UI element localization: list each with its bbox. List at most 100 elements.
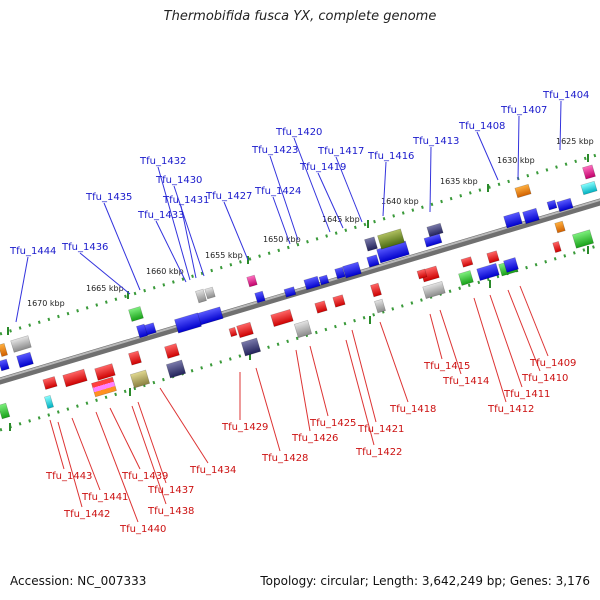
leader-line bbox=[95, 411, 139, 523]
gene-label-tfu-1421[interactable]: Tfu_1421 bbox=[357, 424, 404, 435]
gene-feature bbox=[377, 228, 405, 250]
genome-summary-label: Topology: circular; Length: 3,642,249 bp… bbox=[260, 574, 590, 588]
gene-label-tfu-1411[interactable]: Tfu_1411 bbox=[503, 389, 550, 400]
leader-line bbox=[137, 401, 167, 484]
gene-label-tfu-1437[interactable]: Tfu_1437 bbox=[147, 485, 194, 496]
leader-line bbox=[180, 205, 197, 279]
leader-line bbox=[473, 297, 507, 403]
gene-label-tfu-1438[interactable]: Tfu_1438 bbox=[147, 506, 194, 517]
gene-label-tfu-1423[interactable]: Tfu_1423 bbox=[251, 145, 298, 156]
leader-line bbox=[109, 407, 141, 470]
gene-label-tfu-1430[interactable]: Tfu_1430 bbox=[155, 175, 202, 186]
leader-line bbox=[272, 196, 291, 245]
leader-line bbox=[57, 421, 83, 508]
scale-label: 1635 kbp bbox=[440, 177, 478, 186]
gene-feature bbox=[503, 257, 519, 273]
gene-label-tfu-1427[interactable]: Tfu_1427 bbox=[205, 191, 252, 202]
gene-feature bbox=[503, 211, 523, 229]
gene-label-tfu-1444[interactable]: Tfu_1444 bbox=[9, 246, 56, 257]
gene-feature bbox=[129, 369, 151, 389]
gene-label-tfu-1432[interactable]: Tfu_1432 bbox=[139, 156, 186, 167]
gene-feature bbox=[514, 183, 532, 199]
gene-feature bbox=[91, 376, 117, 398]
gene-feature bbox=[204, 286, 216, 300]
gene-feature bbox=[546, 199, 558, 211]
leader-line bbox=[559, 100, 562, 151]
gene-label-tfu-1424[interactable]: Tfu_1424 bbox=[254, 186, 301, 197]
scale-label: 1640 kbp bbox=[381, 197, 419, 206]
gene-feature bbox=[374, 298, 386, 314]
leader-line bbox=[489, 294, 523, 388]
gene-label-tfu-1435[interactable]: Tfu_1435 bbox=[85, 192, 132, 203]
gene-label-tfu-1429[interactable]: Tfu_1429 bbox=[221, 422, 268, 433]
gene-label-tfu-1434[interactable]: Tfu_1434 bbox=[189, 465, 236, 476]
gene-label-tfu-1431[interactable]: Tfu_1431 bbox=[162, 195, 209, 206]
scale-label: 1630 kbp bbox=[497, 156, 535, 165]
gene-label-tfu-1439[interactable]: Tfu_1439 bbox=[121, 471, 168, 482]
leader-line bbox=[476, 131, 499, 181]
gene-label-tfu-1413[interactable]: Tfu_1413 bbox=[412, 136, 459, 147]
gene-features bbox=[0, 164, 598, 420]
gene-feature bbox=[62, 368, 88, 388]
scale-label: 1665 kbp bbox=[86, 284, 124, 293]
gene-feature bbox=[423, 233, 443, 248]
gene-label-tfu-1441[interactable]: Tfu_1441 bbox=[81, 492, 128, 503]
lower-gene-labels: Tfu_1409 Tfu_1410 Tfu_1411 Tfu_1412 Tfu_1414… bbox=[45, 358, 576, 535]
gene-label-tfu-1415[interactable]: Tfu_1415 bbox=[423, 361, 470, 372]
gene-feature bbox=[554, 220, 566, 234]
leader-line bbox=[309, 345, 329, 417]
gene-label-tfu-1409[interactable]: Tfu_1409 bbox=[529, 358, 576, 369]
gene-label-tfu-1418[interactable]: Tfu_1418 bbox=[389, 404, 436, 415]
leader-line bbox=[351, 329, 377, 423]
gene-feature bbox=[128, 306, 144, 322]
gene-label-tfu-1404[interactable]: Tfu_1404 bbox=[542, 90, 589, 101]
leader-line bbox=[49, 419, 65, 470]
gene-label-tfu-1442[interactable]: Tfu_1442 bbox=[63, 509, 110, 520]
label-leader-lines bbox=[15, 100, 562, 523]
gene-feature bbox=[270, 309, 294, 327]
leader-line bbox=[223, 201, 249, 261]
gene-label-tfu-1417[interactable]: Tfu_1417 bbox=[317, 146, 364, 157]
gene-label-tfu-1414[interactable]: Tfu_1414 bbox=[442, 376, 489, 387]
gene-label-tfu-1416[interactable]: Tfu_1416 bbox=[367, 151, 414, 162]
gene-label-tfu-1428[interactable]: Tfu_1428 bbox=[261, 453, 308, 464]
gene-feature bbox=[422, 281, 446, 299]
gene-feature bbox=[174, 312, 202, 334]
gene-feature bbox=[476, 263, 500, 281]
leader-line bbox=[131, 405, 167, 505]
gene-feature bbox=[195, 288, 207, 304]
gene-feature bbox=[128, 350, 142, 366]
gene-label-tfu-1422[interactable]: Tfu_1422 bbox=[355, 447, 402, 458]
gene-feature bbox=[314, 300, 328, 314]
leader-line bbox=[79, 252, 131, 295]
map-title: Thermobifida fusca YX, complete genome bbox=[163, 9, 437, 24]
gene-label-tfu-1412[interactable]: Tfu_1412 bbox=[487, 404, 534, 415]
gene-feature bbox=[370, 282, 382, 298]
gene-label-tfu-1425[interactable]: Tfu_1425 bbox=[309, 418, 356, 429]
gene-feature bbox=[342, 261, 362, 279]
gene-label-tfu-1443[interactable]: Tfu_1443 bbox=[45, 471, 92, 482]
gene-feature bbox=[0, 402, 11, 420]
leader-line bbox=[155, 220, 187, 283]
genome-backbone-highlight bbox=[0, 198, 600, 381]
leader-line bbox=[269, 155, 299, 241]
scale-labels: 1625 kbp 1630 kbp 1635 kbp 1640 kbp 1645 kbp… bbox=[27, 137, 594, 308]
leader-line bbox=[255, 367, 281, 452]
gene-label-tfu-1419[interactable]: Tfu_1419 bbox=[299, 162, 346, 173]
gene-feature bbox=[556, 197, 574, 213]
leader-line bbox=[429, 146, 432, 213]
leader-line bbox=[157, 166, 191, 281]
scale-label: 1655 kbp bbox=[205, 251, 243, 260]
gene-label-tfu-1426[interactable]: Tfu_1426 bbox=[291, 433, 338, 444]
gene-feature bbox=[228, 326, 238, 338]
gene-label-tfu-1436[interactable]: Tfu_1436 bbox=[61, 242, 108, 253]
gene-label-tfu-1433[interactable]: Tfu_1433 bbox=[137, 210, 184, 221]
upper-gene-labels: Tfu_1404 Tfu_1407 Tfu_1408 Tfu_1413 Tfu_1416… bbox=[9, 90, 589, 257]
leader-line bbox=[519, 285, 549, 357]
gene-label-tfu-1440[interactable]: Tfu_1440 bbox=[119, 524, 166, 535]
gene-label-tfu-1410[interactable]: Tfu_1410 bbox=[521, 373, 568, 384]
gene-feature bbox=[94, 363, 116, 381]
gene-label-tfu-1407[interactable]: Tfu_1407 bbox=[500, 105, 547, 116]
gene-label-tfu-1420[interactable]: Tfu_1420 bbox=[275, 127, 322, 138]
gene-label-tfu-1408[interactable]: Tfu_1408 bbox=[458, 121, 505, 132]
